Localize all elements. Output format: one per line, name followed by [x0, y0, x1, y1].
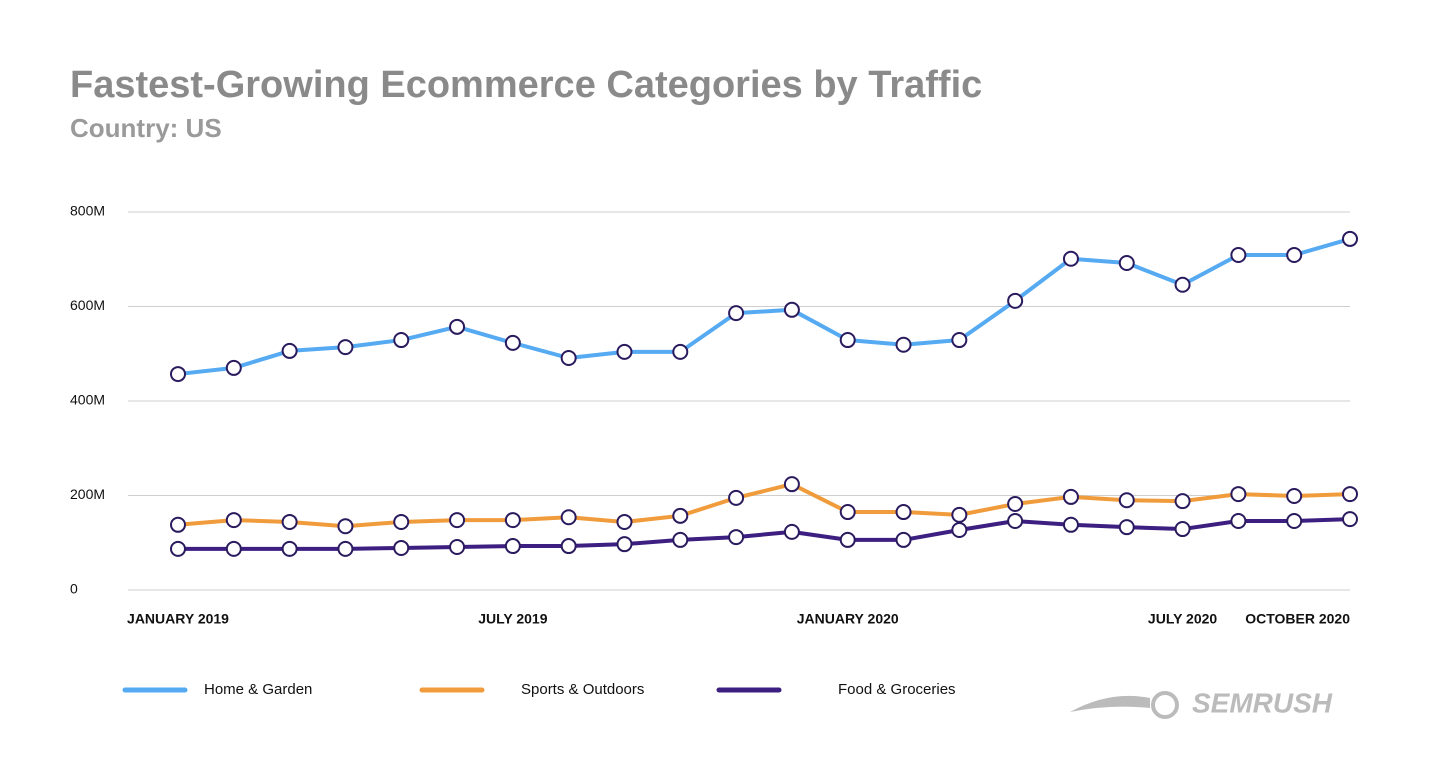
series-line	[177, 482, 1351, 529]
data-point	[783, 476, 800, 493]
y-tick-label: 200M	[70, 486, 105, 502]
data-point	[449, 512, 466, 529]
data-point	[393, 513, 410, 530]
data-point	[560, 538, 577, 555]
data-point	[1062, 488, 1079, 505]
data-point	[616, 536, 633, 553]
data-point	[1286, 513, 1303, 530]
data-point	[393, 332, 410, 349]
y-tick-label: 0	[70, 581, 78, 597]
data-point	[1286, 246, 1303, 263]
data-point	[1062, 516, 1079, 533]
x-tick-label: JANUARY 2020	[797, 611, 899, 627]
y-tick-label: 400M	[70, 392, 105, 408]
data-point	[728, 489, 745, 506]
data-point	[281, 540, 298, 557]
x-tick-label: OCTOBER 2020	[1245, 611, 1350, 627]
legend-label: Home & Garden	[204, 681, 312, 698]
data-point	[1007, 292, 1024, 309]
data-point	[728, 529, 745, 546]
x-tick-label: JULY 2020	[1148, 611, 1217, 627]
data-point	[504, 538, 521, 555]
data-point	[1230, 486, 1247, 503]
y-tick-label: 800M	[70, 203, 105, 219]
data-point	[951, 521, 968, 538]
data-point	[616, 513, 633, 530]
data-point	[783, 523, 800, 540]
data-point	[393, 539, 410, 556]
data-point	[1342, 511, 1358, 528]
brand-logo: SEMRUSH	[1070, 687, 1333, 719]
data-point	[1118, 255, 1135, 272]
data-point	[337, 518, 354, 535]
data-point	[1174, 521, 1191, 538]
series-line	[178, 517, 1351, 551]
data-point	[672, 531, 689, 548]
data-point	[281, 342, 298, 359]
data-point	[504, 512, 521, 529]
x-tick-label: JANUARY 2019	[127, 611, 229, 627]
data-point	[951, 332, 968, 349]
data-point	[839, 332, 856, 349]
legend-label: Food & Groceries	[838, 681, 956, 698]
data-point	[951, 506, 968, 523]
chart-subtitle: Country: US	[70, 113, 222, 143]
data-point	[895, 336, 912, 353]
data-point	[1286, 487, 1303, 504]
data-point	[783, 301, 800, 318]
data-point	[616, 343, 633, 360]
data-point	[1007, 513, 1024, 530]
data-point	[225, 540, 242, 557]
data-point	[449, 539, 466, 556]
data-point	[672, 507, 689, 524]
data-point	[1174, 276, 1191, 293]
data-point	[728, 305, 745, 322]
data-point	[1007, 496, 1024, 513]
data-point	[449, 318, 466, 335]
data-point	[170, 516, 186, 533]
legend-label: Sports & Outdoors	[521, 681, 644, 698]
data-point	[170, 540, 186, 557]
brand-name: SEMRUSH	[1192, 687, 1333, 718]
data-point	[337, 540, 354, 557]
data-point	[839, 531, 856, 548]
data-point	[504, 334, 521, 351]
data-point	[281, 513, 298, 530]
data-point	[225, 512, 242, 529]
data-point	[1062, 250, 1079, 267]
data-point	[1342, 230, 1358, 247]
data-point	[1118, 492, 1135, 509]
data-point	[1174, 493, 1191, 510]
data-point	[560, 350, 577, 367]
data-point	[1230, 246, 1247, 263]
data-point	[1118, 519, 1135, 536]
data-point	[225, 359, 242, 376]
data-point	[895, 504, 912, 521]
data-point	[337, 339, 354, 356]
data-point	[560, 509, 577, 526]
data-point	[839, 504, 856, 521]
series-line	[177, 237, 1351, 377]
chart-title: Fastest-Growing Ecommerce Categories by …	[70, 64, 982, 106]
data-point	[1342, 486, 1358, 503]
data-point	[895, 531, 912, 548]
x-tick-label: JULY 2019	[478, 611, 547, 627]
data-point	[170, 366, 186, 383]
y-tick-label: 600M	[70, 297, 105, 313]
data-point	[1230, 513, 1247, 530]
data-point	[672, 343, 689, 360]
